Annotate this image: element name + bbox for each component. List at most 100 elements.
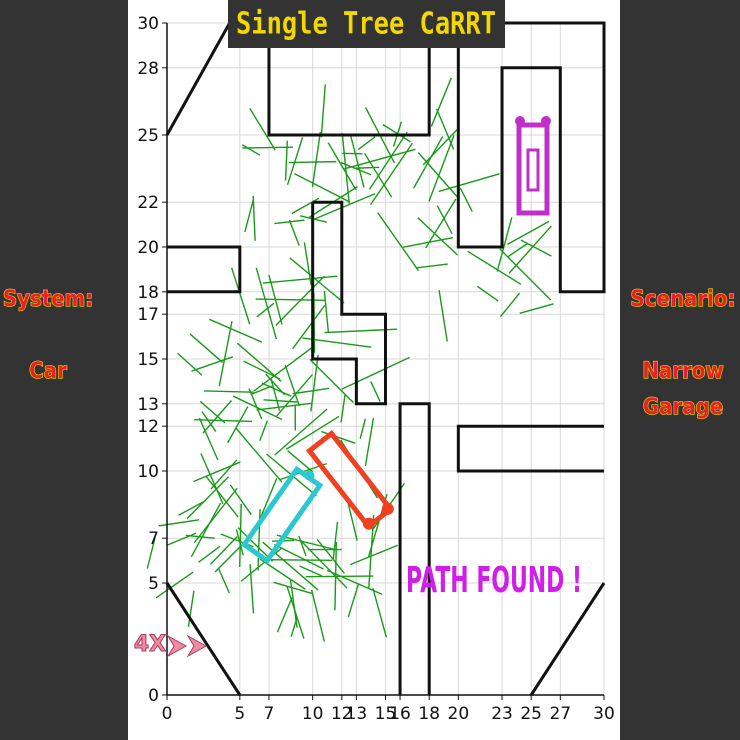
tree-edge	[284, 140, 289, 181]
tree-edge	[382, 123, 411, 143]
tree-edge	[284, 364, 301, 407]
left-panel	[0, 0, 128, 740]
tree-edge	[377, 212, 420, 272]
tree-edge	[205, 475, 239, 518]
tree-edge	[417, 217, 459, 256]
tree-edge	[286, 137, 304, 186]
tree-edge	[520, 239, 552, 257]
tree-edge	[292, 387, 330, 395]
tree-edge	[357, 136, 376, 151]
tree-edge	[519, 303, 554, 314]
tree-edge	[198, 545, 221, 563]
tree-edge	[499, 248, 552, 301]
tree-edge	[236, 342, 282, 382]
tree-edge	[262, 275, 338, 284]
y-tick-label: 12	[137, 417, 159, 437]
tree-edge	[191, 356, 234, 372]
tree-edge	[321, 430, 356, 444]
tree-edge	[200, 453, 224, 505]
tree-edge	[235, 427, 283, 483]
tree-edge	[241, 144, 261, 156]
goal-wheel	[541, 116, 551, 126]
y-tick-label: 13	[137, 395, 159, 415]
tree-edge	[178, 500, 206, 516]
y-tick-label: 5	[148, 574, 159, 594]
x-tick-label: 27	[549, 704, 571, 724]
x-tick-label: 7	[264, 704, 275, 724]
tree-edge	[190, 502, 222, 558]
tree-edge	[252, 195, 256, 241]
scenario-value: Narrow	[642, 359, 723, 384]
tree-edge	[268, 274, 283, 325]
tree-edge	[256, 402, 312, 411]
tree-edge	[364, 417, 375, 467]
tree-edge	[276, 374, 313, 417]
y-tick-label: 30	[137, 14, 159, 34]
tree-edge	[289, 160, 337, 164]
speed-arrow	[166, 634, 188, 658]
tree-edge	[155, 571, 194, 599]
tree-edge	[422, 127, 460, 166]
goal-car-cabin	[526, 148, 540, 192]
tree-edge	[347, 584, 359, 618]
tree-edge	[146, 537, 156, 569]
tree-edge	[230, 267, 251, 325]
tree-edge	[256, 302, 275, 318]
tree-edge	[436, 205, 453, 235]
tree-edge	[496, 217, 513, 272]
tree-edge	[209, 536, 238, 565]
x-tick-label: 30	[593, 704, 615, 724]
scenario-label: Scenario:	[631, 287, 736, 312]
wall	[398, 402, 431, 695]
tree-edge	[167, 532, 197, 546]
tree-edge	[459, 187, 473, 212]
tree-edge	[323, 290, 330, 333]
tree-edge	[341, 356, 410, 390]
tree-edge	[316, 539, 345, 574]
tree-edge	[413, 136, 444, 189]
tree-edge	[274, 408, 328, 456]
speed-arrow	[186, 634, 208, 658]
tree-edge	[359, 418, 367, 439]
tree-edge	[255, 267, 278, 340]
y-tick-label: 0	[148, 686, 159, 706]
wall	[311, 200, 387, 406]
x-tick-label: 15	[375, 704, 397, 724]
y-tick-label: 10	[137, 462, 159, 482]
wall	[165, 582, 242, 696]
tree-edge	[210, 459, 238, 490]
x-tick-label: 13	[346, 704, 368, 724]
tree-edge	[499, 292, 521, 318]
tree-edge	[310, 354, 319, 412]
tree-edge	[305, 575, 374, 578]
wall	[529, 582, 606, 696]
tree-edge	[428, 135, 455, 202]
tree-edge	[350, 135, 365, 188]
tree-edge	[438, 290, 448, 342]
search-tree	[146, 77, 554, 642]
x-tick-label: 12	[331, 704, 353, 724]
tree-edge	[193, 487, 238, 544]
x-tick-label: 20	[448, 704, 470, 724]
tree-edge	[298, 535, 307, 557]
title: Single Tree CaRRT	[236, 7, 496, 42]
tree-edge	[286, 585, 305, 639]
tree-edge	[310, 589, 326, 642]
plot-area	[128, 0, 620, 740]
y-tick-label: 7	[148, 529, 159, 549]
y-tick-label: 22	[137, 193, 159, 213]
tree-edge	[344, 148, 416, 170]
tree-edge	[263, 399, 298, 403]
x-tick-label: 25	[520, 704, 542, 724]
y-tick-label: 20	[137, 238, 159, 258]
tree-edge	[249, 108, 276, 151]
tree-edge	[430, 77, 452, 127]
tree-edge	[238, 503, 242, 568]
tree-edge	[312, 193, 376, 221]
tree-edge	[237, 527, 274, 562]
tree-edge	[261, 382, 292, 397]
x-tick-label: 5	[234, 704, 245, 724]
x-tick-label: 10	[302, 704, 324, 724]
